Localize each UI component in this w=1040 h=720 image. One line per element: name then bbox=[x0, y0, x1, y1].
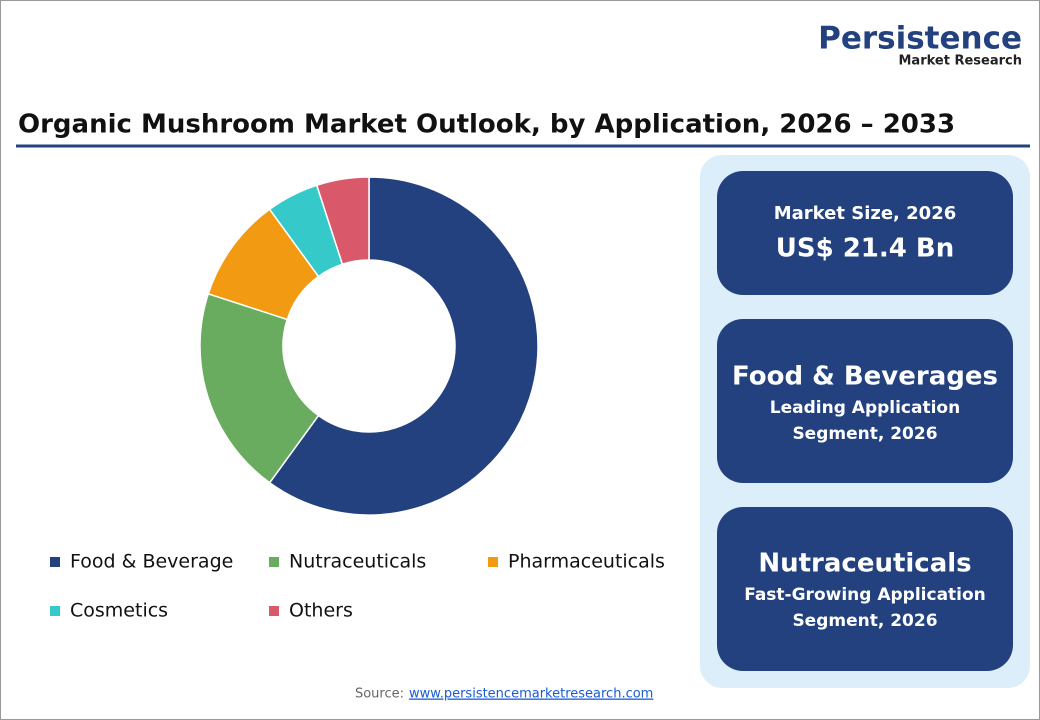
card bbox=[717, 507, 1013, 671]
legend-label: Pharmaceuticals bbox=[508, 551, 665, 573]
card-label: Market Size, 2026 bbox=[774, 203, 957, 224]
donut-segment bbox=[199, 292, 320, 484]
legend-label: Others bbox=[289, 600, 353, 622]
card-line: Segment, 2026 bbox=[792, 611, 937, 631]
card-value: US$ 21.4 Bn bbox=[776, 234, 955, 264]
chart-title: Organic Mushroom Market Outlook, by Appl… bbox=[18, 110, 955, 140]
legend-swatch bbox=[488, 557, 498, 567]
brand-name: Persistence bbox=[818, 21, 1022, 57]
legend-swatch bbox=[50, 606, 60, 616]
donut-segment bbox=[315, 176, 370, 266]
legend-label: Cosmetics bbox=[70, 600, 168, 622]
legend-swatch bbox=[269, 557, 279, 567]
card-line: Segment, 2026 bbox=[792, 424, 937, 444]
legend-label: Food & Beverage bbox=[70, 551, 233, 573]
brand-tagline: Market Research bbox=[899, 54, 1023, 69]
card-title: Nutraceuticals bbox=[758, 549, 971, 579]
source-link[interactable]: www.persistencemarketresearch.com bbox=[409, 687, 653, 702]
card bbox=[717, 171, 1013, 295]
card-title: Food & Beverages bbox=[732, 362, 998, 392]
card bbox=[717, 319, 1013, 483]
legend-swatch bbox=[50, 557, 60, 567]
card-line: Fast-Growing Application bbox=[744, 585, 986, 605]
legend-label: Nutraceuticals bbox=[289, 551, 426, 573]
card-line: Leading Application bbox=[770, 398, 960, 418]
source-label: Source: bbox=[355, 687, 404, 702]
donut-segment bbox=[268, 176, 539, 516]
legend-swatch bbox=[269, 606, 279, 616]
